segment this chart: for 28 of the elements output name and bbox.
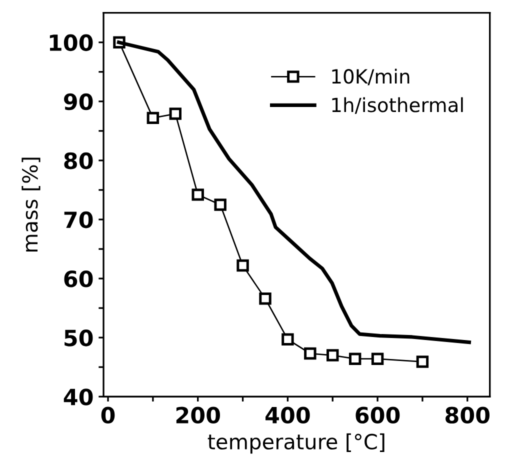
x-axis-title: temperature [°C]: [208, 433, 384, 454]
point: [214, 198, 226, 211]
point: [282, 333, 294, 346]
point: [371, 352, 384, 365]
point: [259, 292, 272, 305]
legend-label: 10K/min: [332, 68, 410, 86]
point: [169, 108, 182, 120]
point: [304, 347, 316, 360]
x-tick-label: 800: [446, 406, 490, 424]
y-tick-label: 100: [50, 34, 93, 52]
y-tick-label: 90: [64, 93, 93, 110]
y-tick-label: 60: [64, 270, 93, 288]
y-tick-label: 70: [64, 211, 93, 228]
point: [348, 352, 362, 365]
point: [192, 188, 204, 201]
x-tick-label: 200: [176, 406, 220, 424]
point: [416, 356, 429, 368]
y-tick-label: 40: [64, 388, 93, 406]
point: [146, 112, 160, 124]
x-tick-label: 0: [101, 406, 115, 424]
point: [326, 349, 339, 362]
x-tick-label: 600: [356, 406, 400, 424]
y-tick-label: 50: [64, 330, 93, 346]
y-tick-label: 80: [64, 152, 93, 170]
y-axis-title: mass [%]: [22, 158, 40, 252]
legend-label: 1h/isothermal: [332, 97, 463, 114]
x-tick-label: 400: [266, 406, 310, 424]
point: [236, 259, 249, 272]
